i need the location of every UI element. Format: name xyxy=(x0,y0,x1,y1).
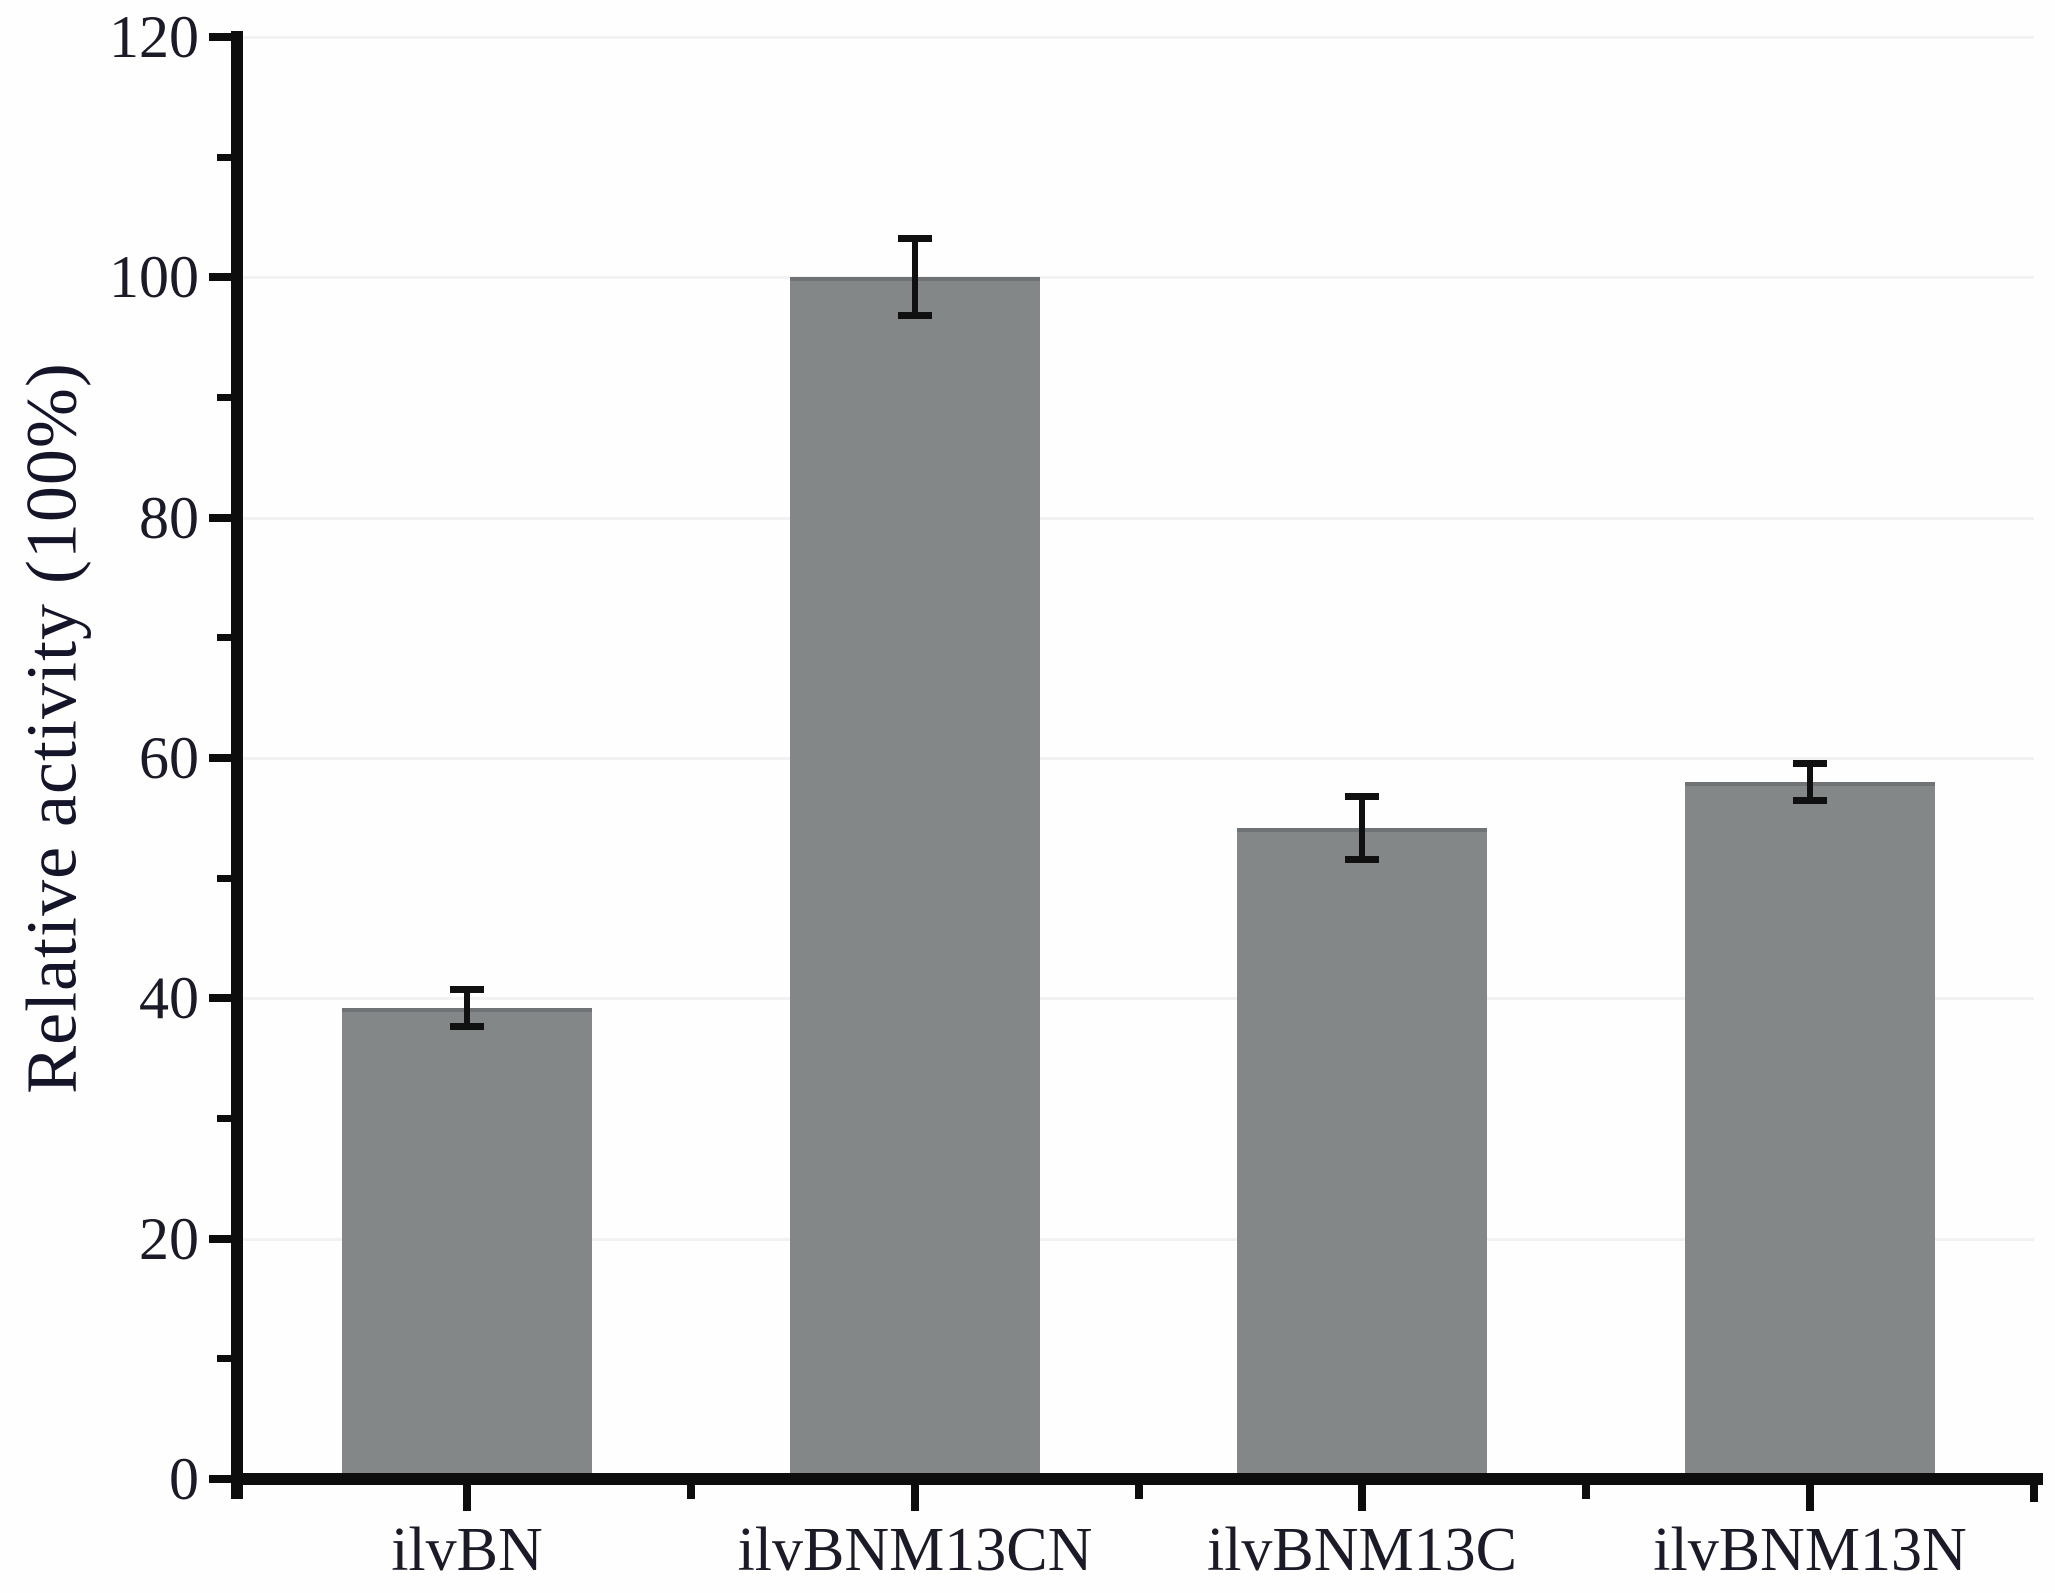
error-bar-cap xyxy=(1793,797,1827,804)
y-tick-label-40: 40 xyxy=(139,965,199,1031)
y-axis-major-tick xyxy=(209,1235,233,1243)
error-bar-stem xyxy=(1359,793,1365,863)
x-tick-label-ilvBNM13N: ilvBNM13N xyxy=(1653,1516,1967,1584)
y-axis-line xyxy=(231,31,243,1499)
error-bar-stem xyxy=(1807,760,1813,803)
bar-ilvBNM13N xyxy=(1685,782,1935,1485)
error-bar-cap xyxy=(898,235,932,242)
bar-ilvBNM13CN xyxy=(790,277,1040,1485)
error-bar-stem xyxy=(464,986,470,1029)
grid-line xyxy=(243,36,2034,39)
grid-line xyxy=(243,997,2034,1000)
y-tick-label-120: 120 xyxy=(109,4,199,70)
bar-ilvBNM13C xyxy=(1237,828,1487,1485)
y-tick-label-80: 80 xyxy=(139,485,199,551)
x-tick-label-ilvBNM13C: ilvBNM13C xyxy=(1206,1516,1518,1584)
x-axis-minor-tick xyxy=(1582,1485,1590,1499)
grid-line xyxy=(243,276,2034,279)
x-tick-label-ilvBN: ilvBN xyxy=(391,1516,543,1584)
error-bar-cap xyxy=(1345,856,1379,863)
y-axis-major-tick xyxy=(209,994,233,1002)
x-axis-major-tick xyxy=(911,1485,919,1511)
error-bar-cap xyxy=(1345,793,1379,800)
y-axis-major-tick xyxy=(209,273,233,281)
x-axis-line xyxy=(231,1473,2043,1485)
y-axis-major-tick xyxy=(209,1475,233,1483)
x-axis-major-tick xyxy=(1806,1485,1814,1511)
y-tick-label-0: 0 xyxy=(169,1446,199,1512)
x-axis-major-tick xyxy=(1358,1485,1366,1511)
y-tick-label-20: 20 xyxy=(139,1206,199,1272)
y-axis-minor-tick xyxy=(217,394,233,401)
y-axis-minor-tick xyxy=(217,154,233,161)
error-bar-cap xyxy=(450,1023,484,1030)
y-tick-label-60: 60 xyxy=(139,725,199,791)
grid-line xyxy=(243,517,2034,520)
error-bar-cap xyxy=(1793,760,1827,767)
grid-line xyxy=(243,1238,2034,1241)
x-axis-minor-tick xyxy=(1135,1485,1143,1499)
x-axis-minor-tick xyxy=(2030,1485,2038,1502)
y-axis-major-tick xyxy=(209,33,233,41)
x-tick-label-ilvBNM13CN: ilvBNM13CN xyxy=(737,1516,1093,1584)
bar-ilvBN xyxy=(342,1008,592,1485)
grid-line xyxy=(243,757,2034,760)
y-axis-minor-tick xyxy=(217,875,233,882)
y-axis-minor-tick xyxy=(217,1115,233,1122)
y-axis-minor-tick xyxy=(217,634,233,641)
y-axis-major-tick xyxy=(209,754,233,762)
y-tick-label-100: 100 xyxy=(109,244,199,310)
error-bar-stem xyxy=(912,235,918,319)
x-axis-major-tick xyxy=(463,1485,471,1511)
y-axis-minor-tick xyxy=(217,1355,233,1362)
error-bar-cap xyxy=(450,986,484,993)
error-bar-cap xyxy=(898,312,932,319)
y-axis-major-tick xyxy=(209,514,233,522)
x-axis-minor-tick xyxy=(687,1485,695,1499)
